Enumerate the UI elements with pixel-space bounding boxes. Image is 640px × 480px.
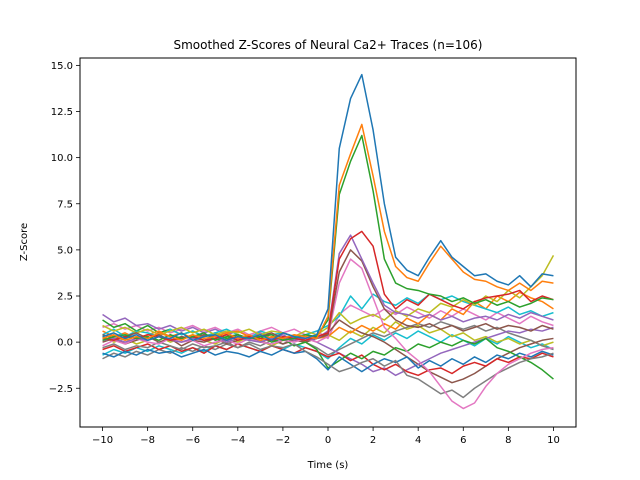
y-tick-label: −2.5	[49, 384, 73, 395]
series-layer	[102, 73, 555, 410]
y-tick-label: 0.0	[57, 338, 73, 349]
x-tick-label: −8	[140, 435, 155, 446]
x-tick-label: −4	[230, 435, 245, 446]
y-tick-label: 12.5	[51, 107, 73, 118]
y-axis: −2.5 0.0 2.5 5.0 7.5 10.0 12.5 15.0	[49, 61, 80, 395]
y-axis-label: Z-Score	[19, 223, 30, 261]
x-tick-label: 8	[505, 435, 511, 446]
y-tick-label: 2.5	[57, 292, 73, 303]
y-tick-label: 15.0	[51, 61, 73, 72]
series-line-1	[102, 73, 554, 342]
x-tick-label: 6	[460, 435, 466, 446]
x-tick-label: −10	[92, 435, 113, 446]
x-axis-label: Time (s)	[307, 460, 349, 471]
chart-title: Smoothed Z-Scores of Neural Ca2+ Traces …	[174, 38, 483, 52]
y-tick-label: 7.5	[57, 199, 73, 210]
series-line-8	[102, 341, 554, 399]
x-tick-label: 0	[325, 435, 331, 446]
series-line-14	[102, 343, 554, 377]
y-tick-label: 10.0	[51, 153, 73, 164]
x-tick-label: 10	[547, 435, 560, 446]
y-tick-label: 5.0	[57, 245, 73, 256]
series-line-17	[102, 304, 554, 340]
x-tick-label: 2	[370, 435, 376, 446]
x-axis: −10 −8 −6 −4 −2 0 2 4 6 8 10	[92, 427, 560, 446]
series-line-11	[102, 348, 554, 373]
series-line-10	[102, 293, 554, 340]
series-line-3	[102, 134, 554, 342]
x-tick-label: −6	[185, 435, 200, 446]
series-line-20	[102, 330, 554, 360]
x-tick-label: 4	[415, 435, 421, 446]
series-line-2	[102, 123, 554, 342]
x-tick-label: −2	[276, 435, 291, 446]
